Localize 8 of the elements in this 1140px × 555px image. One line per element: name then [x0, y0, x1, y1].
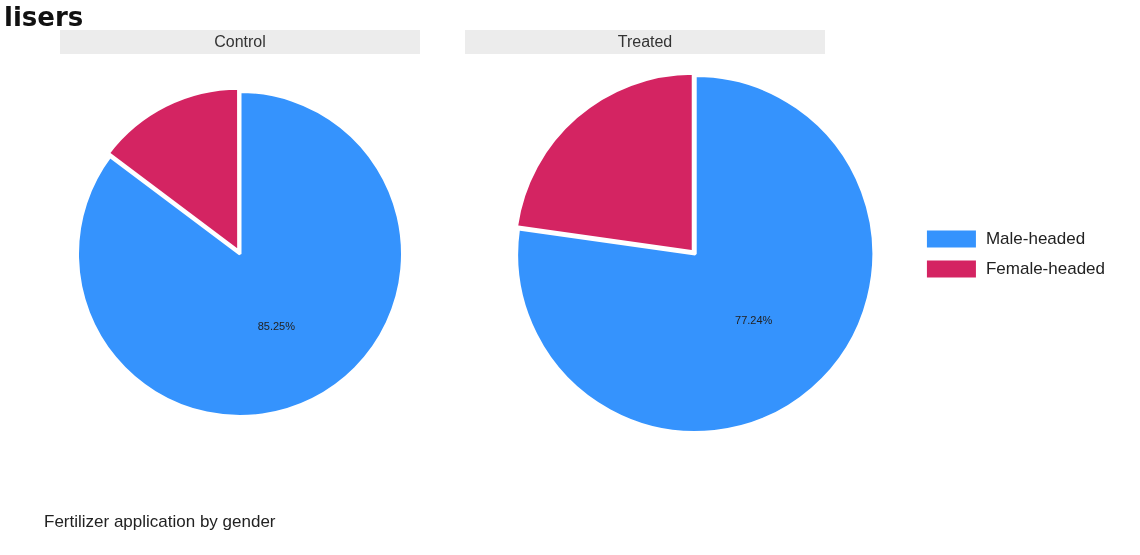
data-label: 77.24% [735, 314, 773, 327]
data-label: 85.25% [257, 319, 296, 332]
chart-title: Treated [465, 30, 825, 54]
text: lisers [4, 2, 84, 32]
legend-label: Female-headed [985, 258, 1105, 278]
chart-title: Control [214, 33, 266, 50]
legend-label: Male-headed [985, 228, 1086, 248]
text: Fertilizer application by gender [44, 512, 276, 532]
